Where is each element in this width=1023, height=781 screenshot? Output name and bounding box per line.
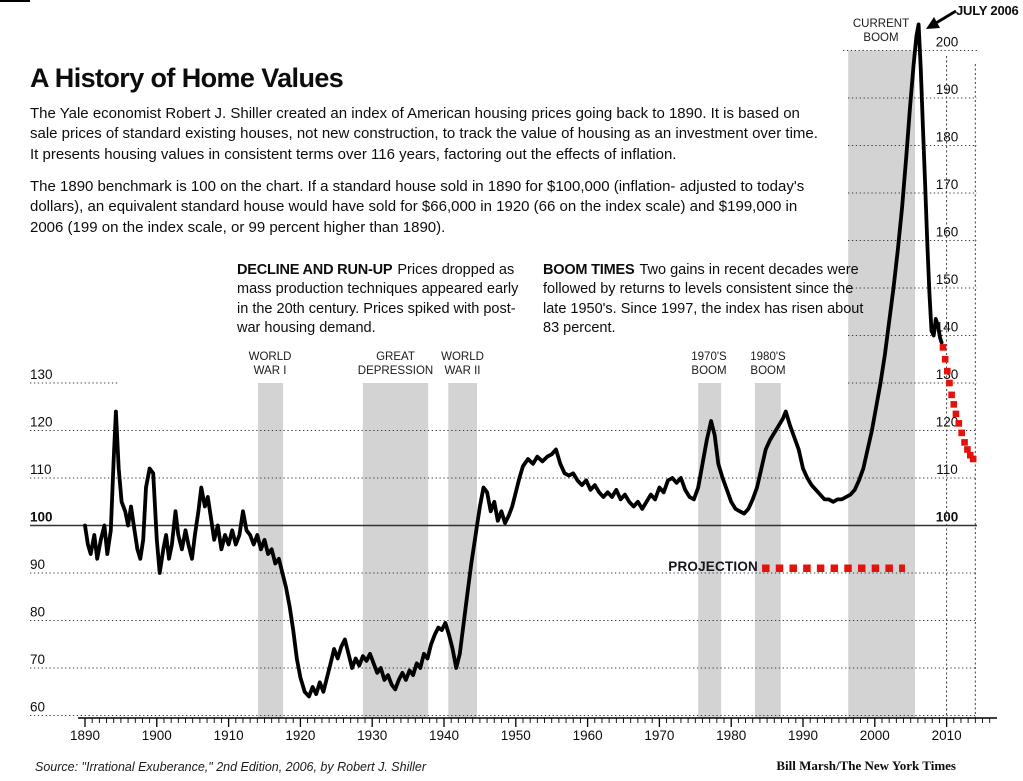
projection-dot-7 — [955, 420, 963, 427]
july-2006-arrow-shaft — [935, 9, 957, 25]
projection-dot-11 — [966, 451, 974, 459]
y-axis-right-label-200: 200 — [936, 35, 959, 50]
projection-dot-4 — [948, 391, 955, 399]
source-credit: Source: "Irrational Exuberance," 2nd Edi… — [35, 760, 427, 774]
benchmark-paragraph: The 1890 benchmark is 100 on the chart. … — [30, 178, 805, 236]
x-axis-label-1980: 1980 — [716, 728, 746, 743]
event-band-4 — [754, 383, 781, 718]
y-axis-right-label-130: 130 — [936, 367, 959, 382]
band-label-great-depression: GREAT DEPRESSION — [357, 351, 434, 377]
band-label-current-boom: CURRENT BOOM — [852, 18, 910, 44]
y-axis-left-label-120: 120 — [30, 415, 53, 430]
x-axis-label-1950: 1950 — [501, 728, 531, 743]
projection-dot-9 — [961, 439, 968, 446]
y-axis-left-label-90: 90 — [30, 557, 45, 572]
intro-paragraph: The Yale economist Robert J. Shiller cre… — [30, 105, 818, 163]
projection-dot-2 — [944, 367, 951, 375]
projection-dot-3 — [946, 379, 953, 387]
projection-dot-0 — [939, 344, 947, 351]
annotation-decline-text: Prices dropped as mass production techni… — [237, 262, 519, 336]
x-axis-label-1970: 1970 — [644, 728, 674, 743]
july-2006-callout: JULY 2006 — [956, 3, 1019, 18]
y-axis-right-label-150: 150 — [936, 272, 959, 287]
x-axis-label-1890: 1890 — [70, 728, 100, 743]
y-axis-left-label-60: 60 — [30, 700, 45, 715]
annotation-decline: DECLINE AND RUN-UP Prices dropped as mass… — [237, 261, 533, 338]
page-title: A History of Home Values — [30, 63, 344, 93]
top-edge-mark — [0, 0, 30, 2]
annotation-boom-lead: BOOM TIMES — [543, 262, 635, 278]
y-axis-left-label-130: 130 — [30, 367, 53, 382]
projection-dot-5 — [950, 401, 958, 408]
x-axis-label-2000: 2000 — [860, 728, 890, 743]
x-axis-label-1910: 1910 — [214, 728, 244, 743]
projection-dot-12 — [969, 455, 977, 463]
annotation-boom-text: Two gains in recent decades were followe… — [543, 262, 864, 336]
event-band-3 — [698, 383, 722, 718]
x-axis-label-1920: 1920 — [285, 728, 315, 743]
x-axis-label-1900: 1900 — [142, 728, 172, 743]
annotation-boom: BOOM TIMES Two gains in recent decades we… — [543, 261, 869, 338]
index-line — [83, 22, 944, 699]
july-2006-arrow-head — [926, 17, 940, 29]
x-axis-label-1990: 1990 — [788, 728, 818, 743]
projection-legend-label: PROJECTION — [668, 559, 758, 574]
x-axis-label-1960: 1960 — [573, 728, 603, 743]
projection-dot-1 — [941, 355, 949, 363]
band-label-wwi: WORLD WAR I — [248, 351, 292, 377]
band-label-1980s-boom: 1980'S BOOM — [750, 351, 786, 377]
y-axis-left-label-70: 70 — [30, 652, 45, 667]
y-axis-right-label-170: 170 — [936, 177, 959, 192]
y-axis-right-label-110: 110 — [936, 462, 958, 477]
projection-dot-6 — [952, 410, 960, 418]
annotation-decline-lead: DECLINE AND RUN-UP — [237, 262, 393, 278]
band-label-1970s-boom: 1970'S BOOM — [691, 351, 727, 377]
byline-credit: Bill Marsh/The New York Times — [776, 758, 956, 773]
x-axis-label-2010: 2010 — [932, 728, 962, 743]
band-label-wwii: WORLD WAR II — [441, 351, 484, 377]
y-axis-left-label-110: 110 — [30, 462, 52, 477]
x-axis-label-1940: 1940 — [429, 728, 459, 743]
projection-dot-8 — [958, 429, 965, 437]
y-axis-left-label-100: 100 — [30, 510, 53, 525]
y-axis-left-label-80: 80 — [30, 605, 45, 620]
projection-dot-10 — [964, 446, 971, 453]
x-axis-label-1930: 1930 — [357, 728, 387, 743]
